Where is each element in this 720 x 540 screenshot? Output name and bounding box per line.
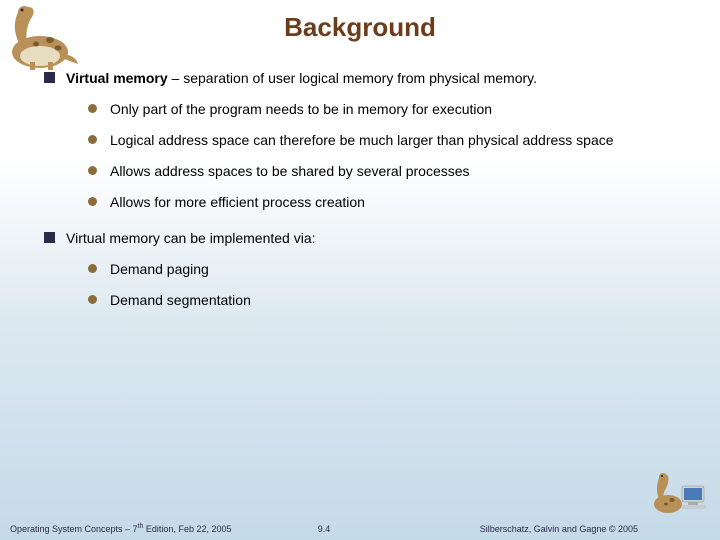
subbullet-efficient-creation: Allows for more efficient process creati… — [88, 193, 690, 212]
footer-left-pre: Operating System Concepts – 7 — [10, 524, 138, 534]
bullet-implemented-via: Virtual memory can be implemented via: D… — [44, 229, 690, 310]
subbullet-demand-paging: Demand paging — [88, 260, 690, 279]
slide-title: Background — [0, 0, 720, 49]
bullet-virtual-memory: Virtual memory – separation of user logi… — [44, 69, 690, 211]
dinosaur-logo-top — [0, 0, 82, 72]
subbullet-only-part: Only part of the program needs to be in … — [88, 100, 690, 119]
bullet-rest: – separation of user logical memory from… — [168, 70, 537, 86]
footer-left: Operating System Concepts – 7th Edition,… — [10, 523, 318, 534]
slide-body: Virtual memory – separation of user logi… — [0, 49, 720, 310]
footer-page-number: 9.4 — [318, 524, 331, 534]
subbullet-demand-segmentation: Demand segmentation — [88, 291, 690, 310]
bullet-text: Virtual memory can be implemented via: — [66, 230, 316, 246]
bullet-lead: Virtual memory — [66, 70, 168, 86]
subbullet-logical-larger: Logical address space can therefore be m… — [88, 131, 690, 150]
footer-copyright: Silberschatz, Galvin and Gagne © 2005 — [330, 524, 710, 534]
slide-footer: Operating System Concepts – 7th Edition,… — [0, 523, 720, 534]
dinosaur-logo-bottom — [650, 468, 710, 518]
footer-left-post: Edition, Feb 22, 2005 — [143, 524, 231, 534]
subbullet-shared: Allows address spaces to be shared by se… — [88, 162, 690, 181]
